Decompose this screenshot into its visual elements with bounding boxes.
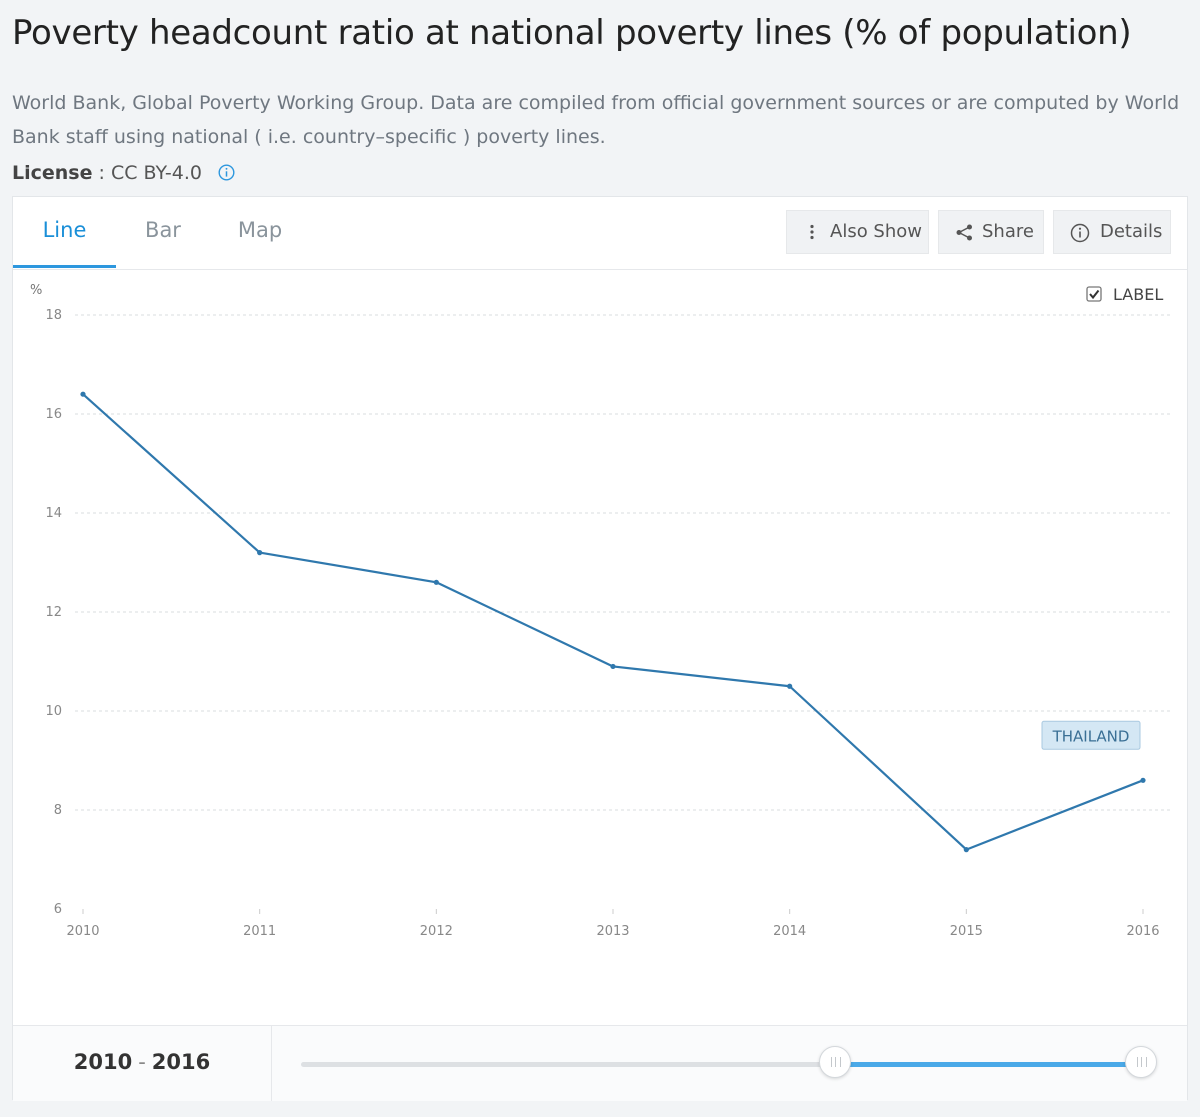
x-tick-label: 2016	[1126, 924, 1159, 939]
data-point	[787, 683, 793, 689]
license-line: License : CC BY-4.0	[12, 160, 1192, 188]
y-axis-unit-label: %	[30, 283, 42, 298]
share-icon	[956, 224, 972, 241]
x-tick-label: 2014	[773, 924, 806, 939]
range-start: 2010	[73, 1050, 133, 1074]
y-tick-label: 8	[54, 803, 62, 818]
checkmark-icon	[1089, 289, 1100, 300]
info-icon[interactable]	[218, 162, 235, 188]
series-label-box	[1041, 720, 1141, 750]
tab-bar[interactable]: Bar	[145, 218, 181, 242]
series-label-thailand: THAILAND	[1052, 727, 1130, 745]
data-point	[257, 550, 263, 556]
line-chart: % 6 8 10 12 14 16 18 2010 2011 2012 2013 2014 2015 201…	[30, 283, 1173, 939]
source-description: World Bank, Global Poverty Working Group…	[12, 92, 1180, 148]
data-point	[1140, 777, 1146, 783]
also-show-button[interactable]: Also Show	[786, 210, 929, 254]
data-point	[963, 847, 969, 853]
y-tick-label: 18	[45, 308, 62, 323]
page-header: Poverty headcount ratio at national pove…	[12, 10, 1192, 188]
more-vertical-icon	[810, 224, 814, 240]
y-tick-label: 10	[45, 704, 62, 719]
x-tick-label: 2013	[596, 924, 629, 939]
tab-map[interactable]: Map	[237, 218, 283, 242]
slider-end-handle[interactable]	[1125, 1046, 1157, 1078]
share-button[interactable]: Share	[938, 210, 1044, 254]
details-button[interactable]: Details	[1053, 210, 1171, 254]
y-tick-label: 12	[45, 605, 62, 620]
data-point	[80, 391, 86, 397]
label-checkbox[interactable]	[1086, 286, 1102, 302]
share-label: Share	[982, 221, 1034, 242]
range-separator: -	[138, 1050, 146, 1074]
slider-start-handle[interactable]	[819, 1046, 851, 1078]
data-point	[433, 579, 439, 585]
tab-line[interactable]: Line	[13, 197, 116, 268]
range-label: 2010-2016	[13, 1026, 272, 1101]
x-tick-label: 2010	[66, 924, 99, 939]
page-title: Poverty headcount ratio at national pove…	[12, 13, 1132, 53]
info-circle-icon	[1070, 223, 1090, 243]
x-tick-label: 2012	[420, 924, 453, 939]
series-line-thailand	[82, 393, 1144, 851]
x-tick-label: 2015	[950, 924, 983, 939]
also-show-label: Also Show	[830, 221, 922, 242]
data-point	[610, 663, 616, 670]
license-label: License	[12, 162, 93, 184]
slider-track[interactable]	[301, 1046, 1157, 1078]
label-toggle-text: LABEL	[1113, 285, 1163, 304]
y-tick-label: 6	[54, 902, 62, 917]
view-tabs: Line Bar Map Also Show Share Details	[13, 197, 1187, 270]
chart-panel: Line Bar Map Also Show Share Details % 6 8…	[12, 196, 1188, 1101]
range-end: 2016	[151, 1050, 211, 1074]
y-tick-label: 16	[45, 407, 62, 422]
slider-selected-range	[835, 1062, 1141, 1067]
license-value: : CC BY-4.0	[92, 162, 202, 184]
y-tick-label: 14	[45, 506, 62, 521]
year-range-slider: 2010-2016	[13, 1025, 1187, 1101]
details-label: Details	[1100, 221, 1163, 242]
x-tick-label: 2011	[243, 924, 276, 939]
